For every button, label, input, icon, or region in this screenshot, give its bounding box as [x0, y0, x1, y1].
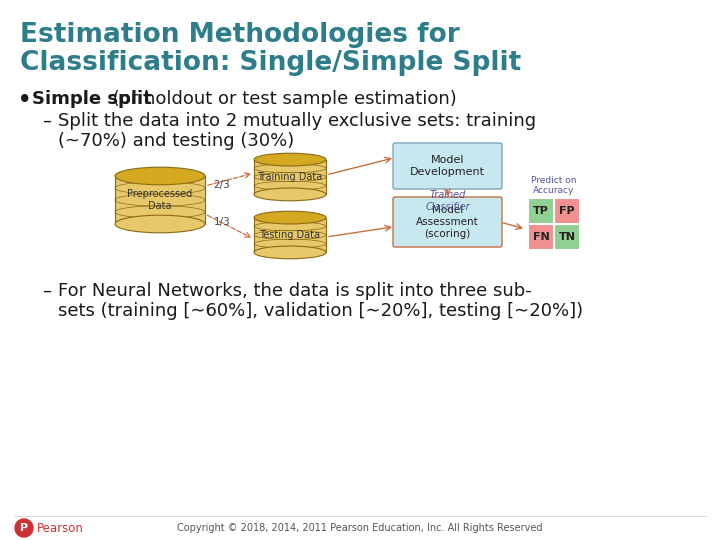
Text: 2/3: 2/3	[214, 180, 230, 190]
Text: 1/3: 1/3	[214, 217, 230, 227]
Text: Training Data: Training Data	[257, 172, 323, 182]
Text: –: –	[42, 112, 51, 130]
Bar	[528, 224, 554, 250]
Text: Testing Data: Testing Data	[259, 230, 320, 240]
Text: TP: TP	[533, 206, 549, 216]
Text: Model
Assessment
(scoring): Model Assessment (scoring)	[416, 205, 479, 239]
Text: Copyright © 2018, 2014, 2011 Pearson Education, Inc. All Rights Reserved: Copyright © 2018, 2014, 2011 Pearson Edu…	[177, 523, 543, 533]
Text: –: –	[42, 282, 51, 300]
Text: Classification: Single/Simple Split: Classification: Single/Simple Split	[20, 50, 521, 76]
Text: •: •	[18, 90, 32, 110]
FancyBboxPatch shape	[393, 143, 502, 189]
Text: Predict on
Accuracy: Predict on Accuracy	[531, 176, 577, 195]
Bar	[554, 224, 580, 250]
Text: For Neural Networks, the data is split into three sub-: For Neural Networks, the data is split i…	[58, 282, 532, 300]
Ellipse shape	[254, 188, 326, 201]
Text: Pearson: Pearson	[37, 522, 84, 535]
Ellipse shape	[115, 215, 205, 233]
Text: Split the data into 2 mutually exclusive sets: training: Split the data into 2 mutually exclusive…	[58, 112, 536, 130]
Ellipse shape	[254, 153, 326, 166]
Text: FP: FP	[559, 206, 575, 216]
Ellipse shape	[254, 246, 326, 259]
Text: Preprocessed
Data: Preprocessed Data	[127, 189, 193, 211]
Text: FN: FN	[533, 232, 549, 242]
Text: TN: TN	[559, 232, 575, 242]
Bar	[254, 160, 326, 194]
Text: (~70%) and testing (30%): (~70%) and testing (30%)	[58, 132, 294, 150]
Circle shape	[15, 519, 33, 537]
Bar	[254, 218, 326, 252]
Text: Model
Development: Model Development	[410, 155, 485, 177]
FancyBboxPatch shape	[393, 197, 502, 247]
Text: sets (training [∼60%], validation [∼20%], testing [∼20%]): sets (training [∼60%], validation [∼20%]…	[58, 302, 583, 320]
Text: (or holdout or test sample estimation): (or holdout or test sample estimation)	[107, 90, 456, 108]
Text: Estimation Methodologies for: Estimation Methodologies for	[20, 22, 460, 48]
Bar	[554, 198, 580, 224]
Bar	[528, 198, 554, 224]
Ellipse shape	[115, 167, 205, 185]
Ellipse shape	[254, 211, 326, 224]
Text: Trained
Classifier: Trained Classifier	[426, 190, 470, 212]
Bar	[115, 176, 205, 224]
Text: Simple split: Simple split	[32, 90, 152, 108]
Text: P: P	[20, 523, 28, 533]
